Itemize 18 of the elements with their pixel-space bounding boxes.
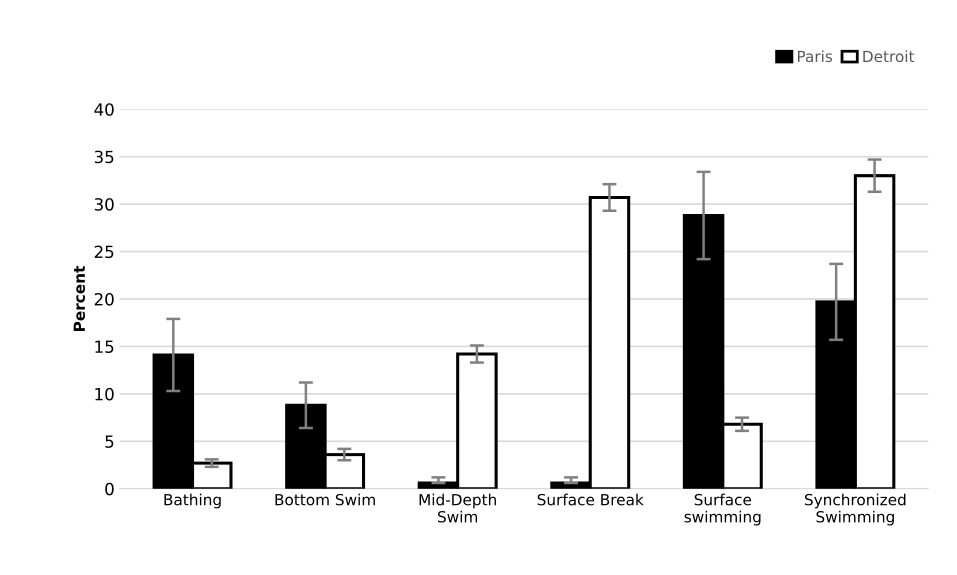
y-tick-label: 30 xyxy=(94,198,114,211)
y-tick-label: 20 xyxy=(94,292,114,306)
y-tick-label: 10 xyxy=(95,388,114,400)
x-tick-label: Bathing xyxy=(164,494,221,508)
y-tick-label: 25 xyxy=(94,246,114,258)
y-tick-label: 5 xyxy=(105,435,114,448)
x-tick-label: Mid-Depth Swim xyxy=(420,494,496,523)
y-tick-label: 0 xyxy=(105,482,114,496)
y-tick-label: 35 xyxy=(94,150,114,164)
x-tick-label: Surface Break xyxy=(538,494,644,506)
legend-label: Detroit xyxy=(863,50,914,62)
x-tick-label: Synchronized Swimming xyxy=(804,494,906,526)
x-tick-label: Bottom Swim xyxy=(276,494,375,506)
y-tick-label: 15 xyxy=(95,340,114,354)
legend-label: Paris xyxy=(798,50,832,62)
y-tick-label: 40 xyxy=(94,103,114,116)
x-tick-label: Surface swimming xyxy=(684,494,760,526)
y-axis-title: Percent xyxy=(74,266,86,331)
